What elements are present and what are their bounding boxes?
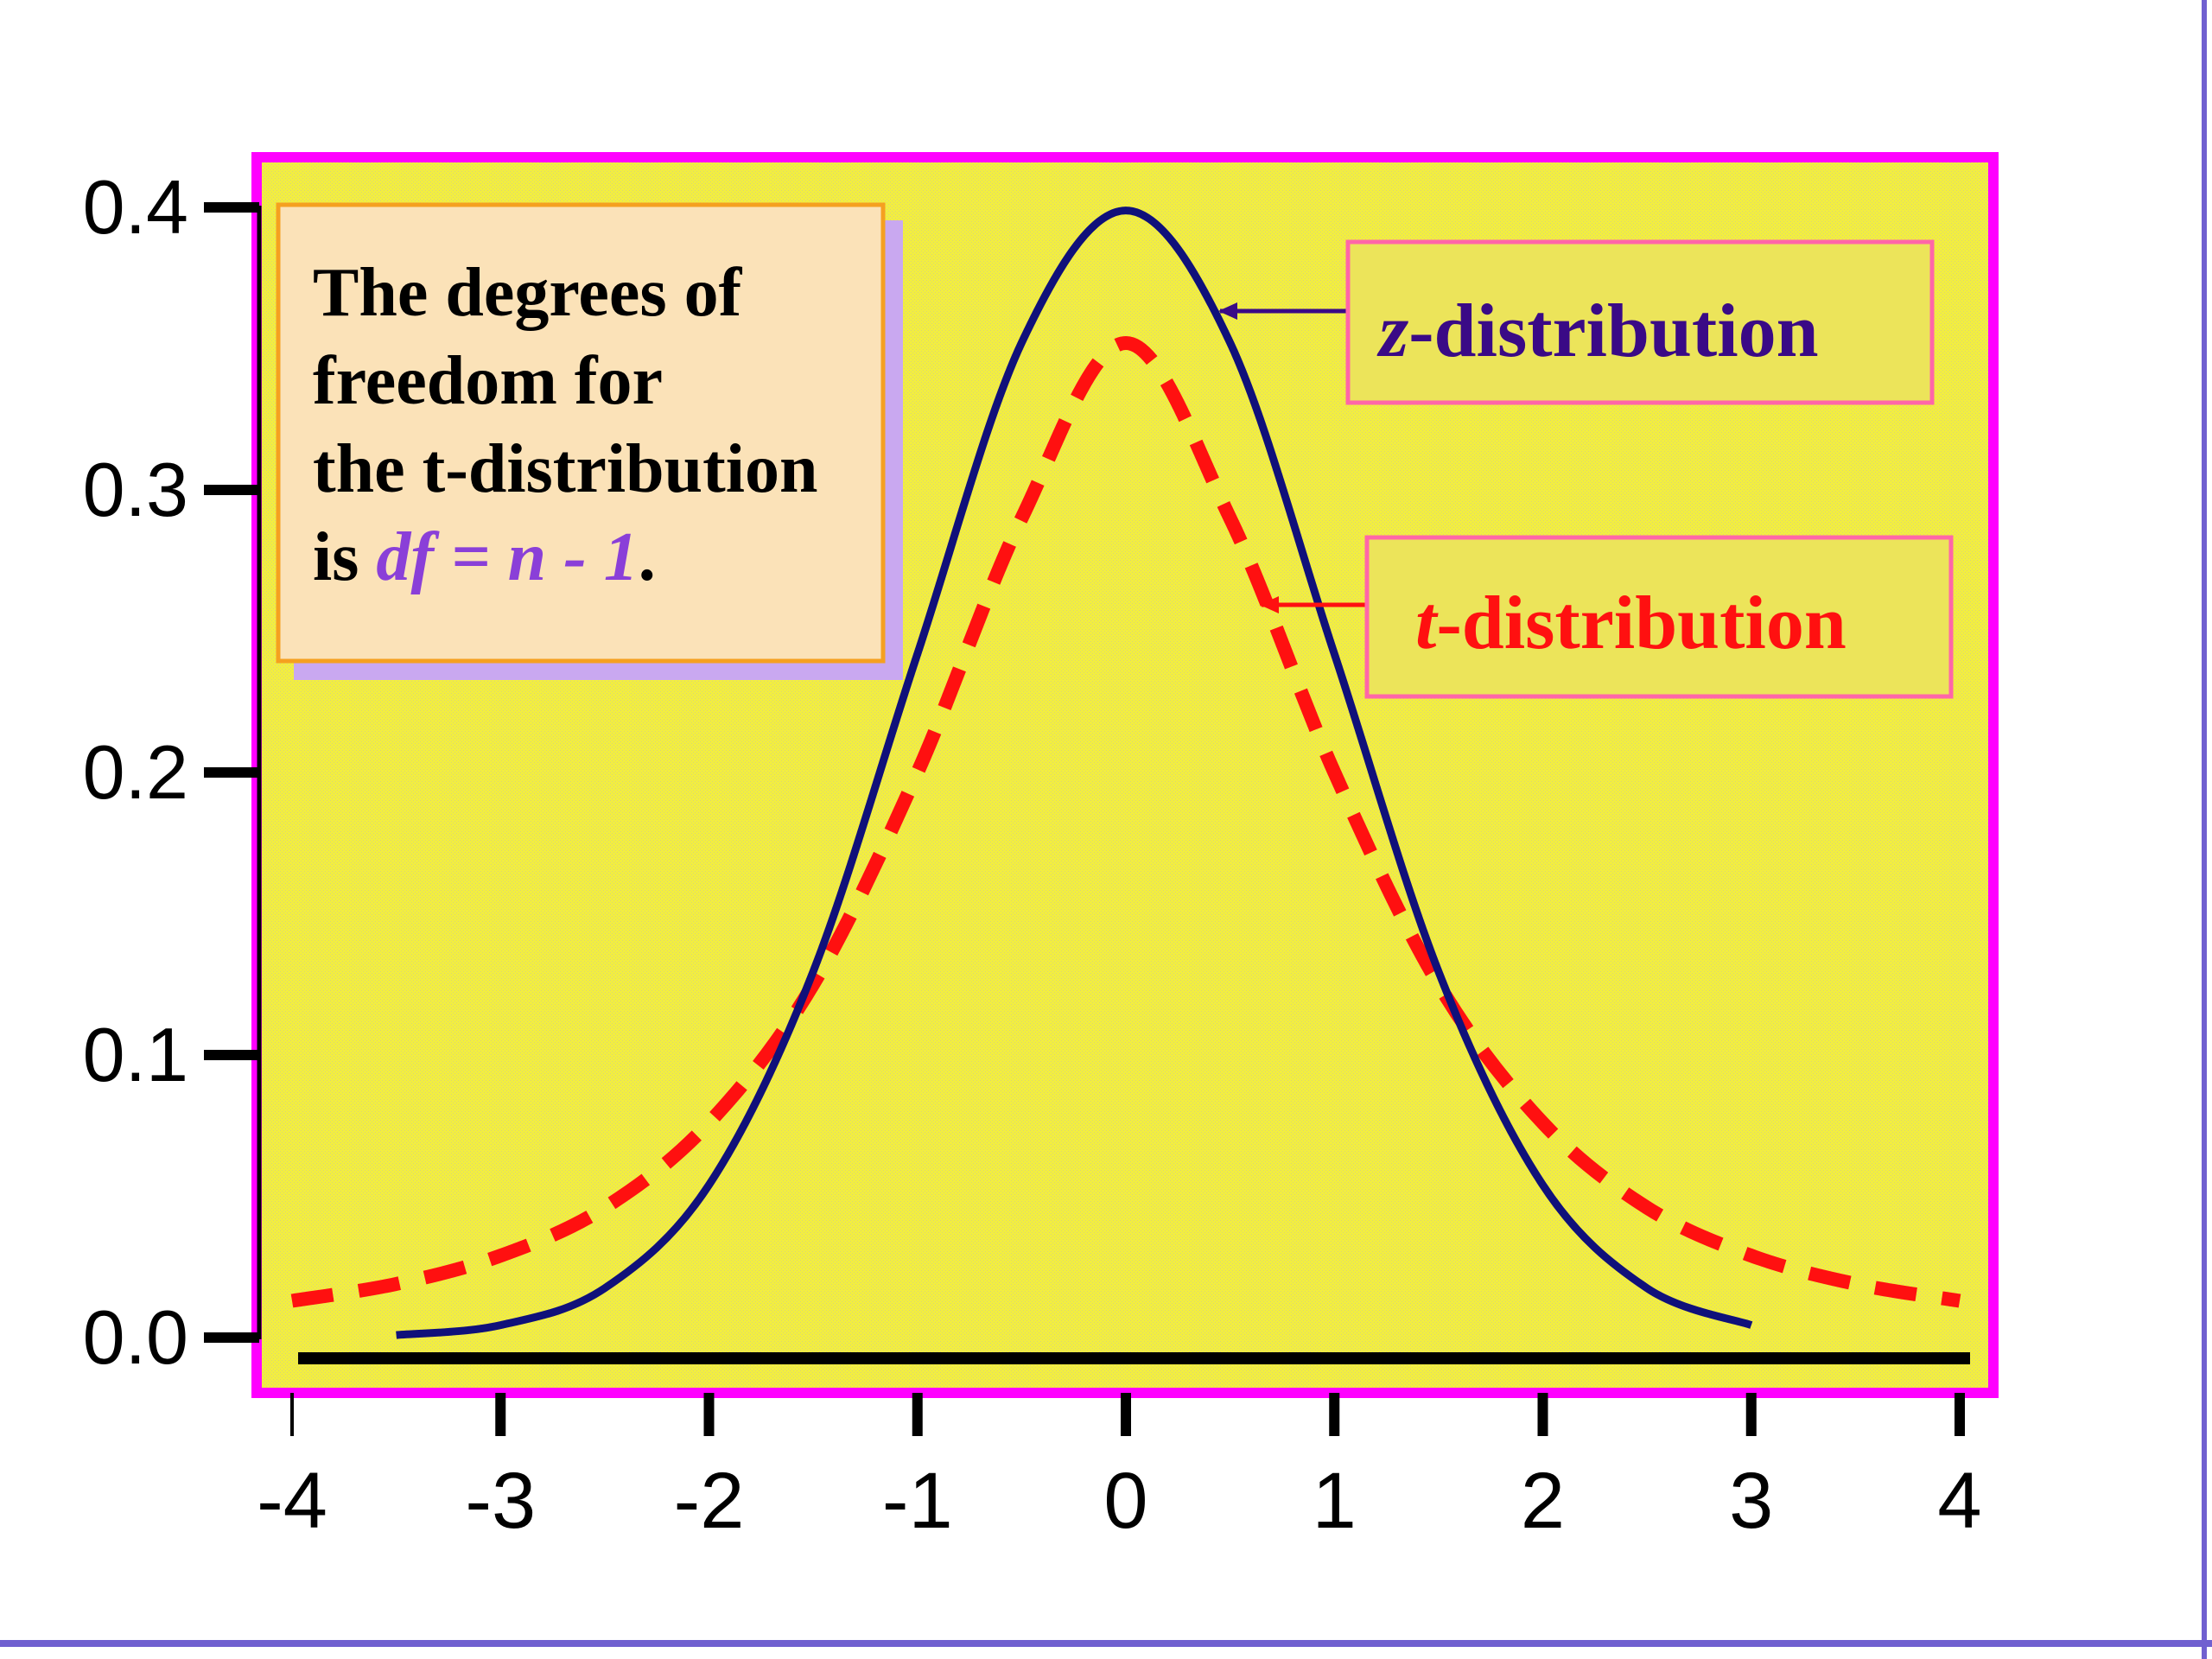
y-tick-label: 0.1 <box>83 1012 188 1097</box>
y-tick-label: 0.4 <box>83 164 188 250</box>
slide-right-edge <box>2202 0 2207 1659</box>
x-tick-label: -1 <box>882 1457 953 1545</box>
t-distribution-curve <box>290 335 1961 1308</box>
t-label-arrowhead <box>1260 596 1279 613</box>
x-tick-label: -2 <box>674 1457 745 1545</box>
z-distribution-label: z-distribution <box>1218 239 1935 405</box>
z-label-box <box>1345 239 1935 405</box>
z-label-text: z-distribution <box>1376 289 1819 373</box>
y-tick-label: 0.0 <box>83 1294 188 1380</box>
t-distribution-label: t-distribution <box>1260 535 1954 699</box>
z-distribution-curve <box>396 207 1753 1339</box>
x-tick-label: 0 <box>1103 1457 1147 1545</box>
x-tick-label: 3 <box>1729 1457 1773 1545</box>
df-formula: df = n - 1 <box>376 519 638 595</box>
df-note-line-4: is df = n - 1. <box>313 519 656 595</box>
x-axis-ticks: -4 -3 -2 -1 0 1 2 3 4 <box>257 1393 1982 1545</box>
df-note-is: is <box>313 519 376 595</box>
z-label-arrowhead <box>1218 302 1237 320</box>
df-note-line-1: The degrees of <box>313 255 743 331</box>
t-label-var: t <box>1415 582 1439 665</box>
x-tick-label: -4 <box>257 1457 327 1545</box>
z-label-var: z <box>1376 289 1408 373</box>
df-note-period: . <box>639 519 656 595</box>
z-label-rest: -distribution <box>1408 289 1818 373</box>
t-label-text: t-distribution <box>1415 582 1847 665</box>
y-axis-ticks: 0.0 0.1 0.2 0.3 0.4 <box>83 164 259 1380</box>
df-note-line-2: freedom for <box>313 343 663 419</box>
t-label-box <box>1364 535 1954 699</box>
df-note-line-3: the t-distribution <box>313 431 818 507</box>
y-tick-label: 0.2 <box>83 729 188 815</box>
df-note: The degrees of freedom for the t-distrib… <box>276 202 903 680</box>
slide-bottom-edge <box>0 1640 2212 1647</box>
df-note-box <box>276 202 886 664</box>
x-tick-label: 4 <box>1937 1457 1981 1545</box>
x-tick-label: 2 <box>1521 1457 1565 1545</box>
y-tick-label: 0.3 <box>83 447 188 532</box>
x-tick-label: 1 <box>1313 1457 1357 1545</box>
x-tick-label: -3 <box>465 1457 536 1545</box>
t-label-rest: -distribution <box>1436 582 1846 665</box>
